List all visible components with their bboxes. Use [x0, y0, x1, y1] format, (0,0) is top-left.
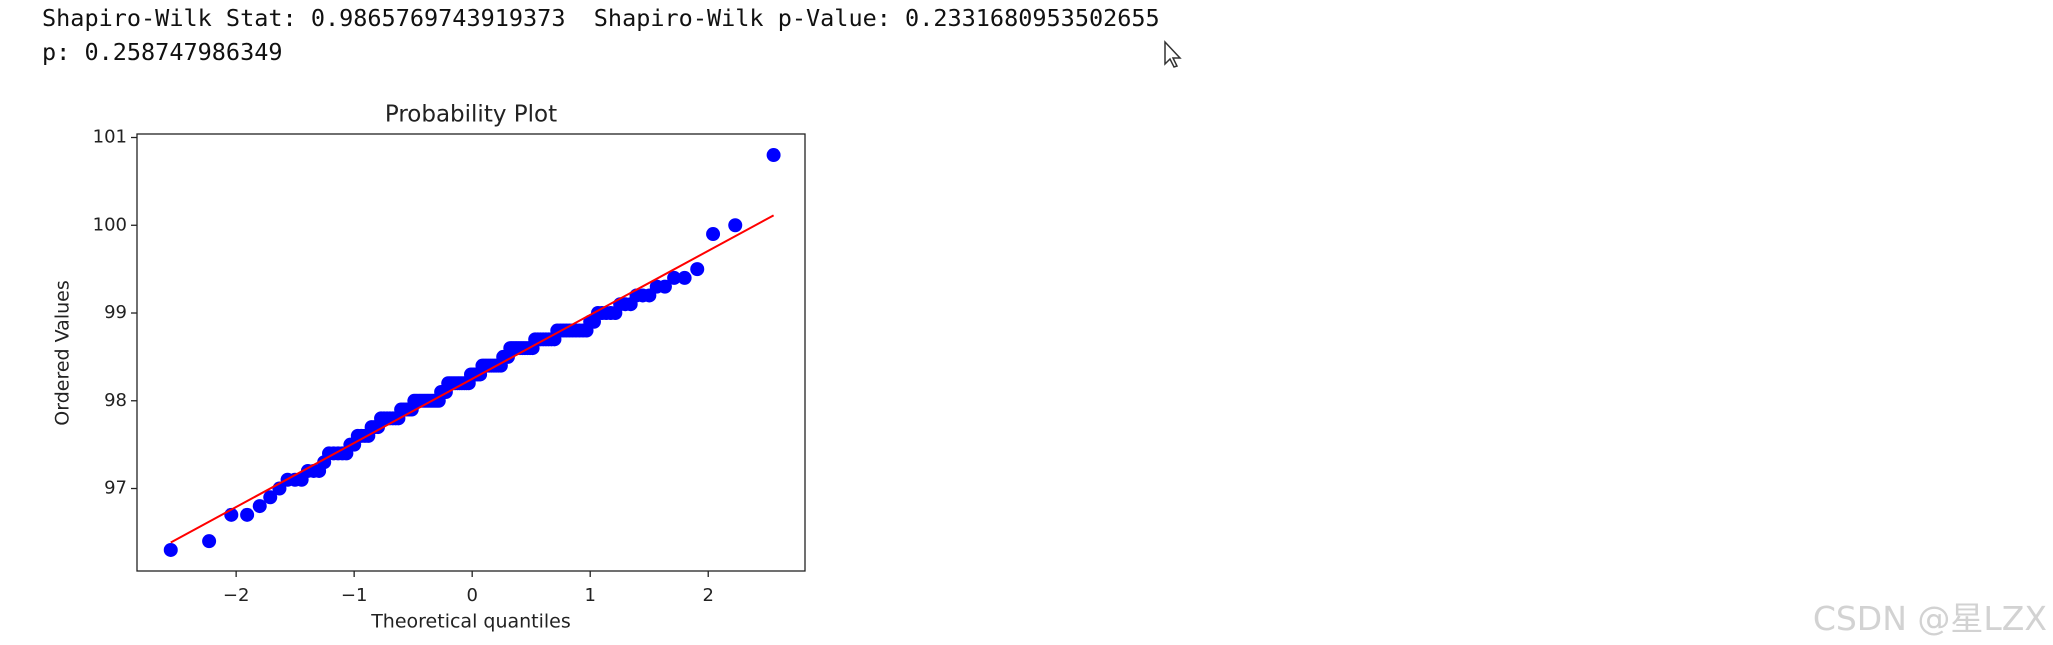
plot-frame	[136, 133, 806, 572]
data-point	[677, 270, 692, 285]
mouse-cursor	[1164, 40, 1182, 68]
x-tick-label: 2	[702, 585, 713, 606]
x-tick-label: −2	[223, 585, 250, 606]
data-point	[163, 542, 178, 557]
y-tick-label: 100	[93, 214, 127, 235]
data-point	[728, 218, 743, 233]
y-tick-label: 97	[104, 478, 127, 499]
x-tick-label: 1	[584, 585, 595, 606]
x-axis-label: Theoretical quantiles	[370, 611, 571, 633]
watermark: CSDN @星LZX	[1812, 599, 2047, 638]
output-line: p: 0.258747986349	[42, 38, 283, 66]
x-tick-label: 0	[466, 585, 477, 606]
data-point	[706, 227, 721, 242]
y-tick-label: 99	[104, 302, 127, 323]
data-point	[690, 262, 705, 277]
x-tick-label: −1	[341, 585, 368, 606]
y-tick-label: 98	[104, 390, 127, 411]
data-point	[240, 507, 255, 522]
data-point	[202, 534, 217, 549]
data-point	[766, 148, 781, 163]
y-tick-label: 101	[93, 127, 127, 148]
data-point	[252, 499, 267, 514]
data-point	[263, 490, 278, 505]
output-line: Shapiro-Wilk Stat: 0.9865769743919373 Sh…	[42, 4, 1160, 32]
data-point	[667, 270, 682, 285]
data-point	[657, 279, 672, 294]
fit-line	[170, 214, 775, 544]
chart-title: Probability Plot	[385, 102, 557, 128]
y-axis-label: Ordered Values	[52, 280, 74, 425]
